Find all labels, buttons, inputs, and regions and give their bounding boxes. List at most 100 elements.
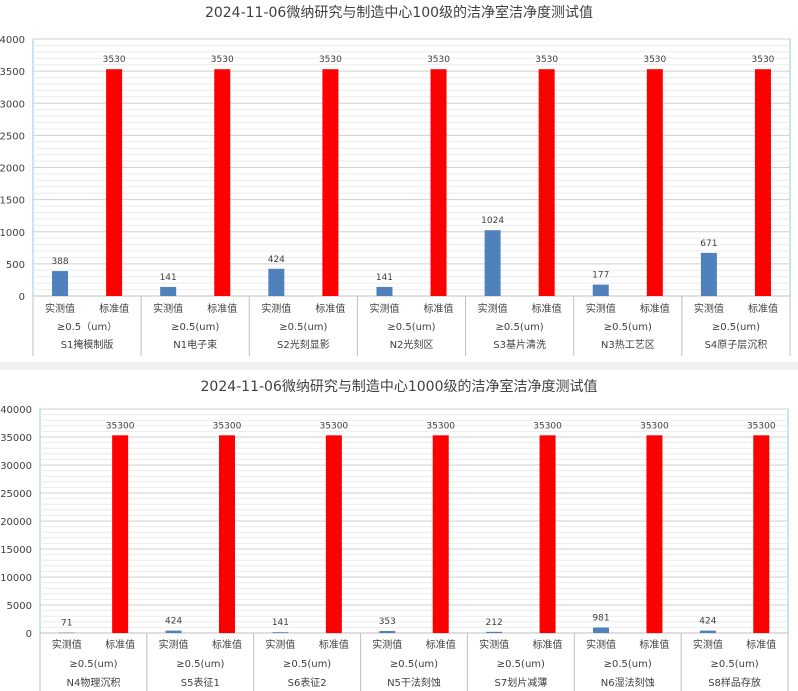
y-tick-label: 40000	[0, 405, 32, 416]
bar-measured	[272, 632, 289, 633]
series-tick-label: 实测值	[265, 638, 295, 651]
series-tick-label: 实测值	[369, 302, 399, 315]
y-tick-label: 15000	[0, 545, 32, 556]
room-name-label: N3热工艺区	[601, 338, 655, 351]
data-label: 71	[61, 619, 72, 629]
series-tick-label: 标准值	[533, 638, 563, 651]
series-tick-label: 标准值	[532, 302, 562, 315]
particle-size-label: ≥0.5(um)	[710, 659, 758, 670]
y-tick-label: 1000	[0, 228, 25, 239]
room-name-label: S7划片减薄	[494, 676, 547, 689]
data-label: 388	[51, 257, 68, 267]
series-tick-label: 标准值	[105, 638, 135, 651]
series-tick-label: 标准值	[315, 302, 345, 315]
particle-size-label: ≥0.5(um)	[390, 659, 438, 670]
data-label: 424	[699, 617, 716, 627]
bar-standard	[430, 69, 447, 296]
data-label: 177	[592, 271, 609, 281]
series-tick-label: 实测值	[372, 638, 402, 651]
series-tick-label: 标准值	[639, 638, 669, 651]
data-label: 35300	[533, 421, 562, 431]
particle-size-label: ≥0.5(um)	[283, 659, 331, 670]
room-name-label: S1掩模制版	[61, 338, 114, 351]
data-label: 35300	[320, 421, 349, 431]
series-tick-label: 标准值	[426, 638, 456, 651]
room-name-label: S2光刻显影	[277, 338, 330, 351]
bar-measured	[52, 271, 69, 296]
series-tick-label: 实测值	[52, 638, 82, 651]
data-label: 3530	[535, 55, 558, 65]
series-tick-label: 实测值	[153, 302, 183, 315]
data-label: 35300	[106, 421, 135, 431]
room-name-label: S5表征1	[181, 676, 220, 689]
y-tick-label: 4000	[0, 35, 25, 46]
chart-panel-100: 2024-11-06微纳研究与制造中心100级的洁净室洁净度测试值 0 500 10…	[0, 5, 791, 356]
bar-chart-1000: 0 5000 10000 15000 20000 25000 30000 35000 40000…	[0, 405, 789, 691]
bar-standard	[325, 435, 342, 633]
y-tick-label: 3500	[0, 67, 25, 78]
y-tick-label: 1500	[0, 196, 25, 207]
bar-standard	[112, 435, 129, 633]
bar-standard	[322, 69, 339, 296]
data-label: 3530	[319, 55, 342, 65]
bar-standard	[646, 69, 663, 296]
room-name-label: N6湿法刻蚀	[601, 676, 655, 689]
room-name-label: S8样品存放	[708, 676, 761, 689]
bar-measured	[165, 630, 182, 633]
series-tick-label: 实测值	[478, 302, 508, 315]
data-label: 3530	[643, 55, 666, 65]
data-label: 141	[376, 273, 393, 283]
particle-size-label: ≥0.5(um)	[279, 322, 327, 333]
y-tick-label: 5000	[7, 601, 32, 612]
data-label: 424	[165, 617, 182, 627]
particle-size-label: ≥0.5（um）	[57, 321, 117, 333]
series-tick-label: 实测值	[586, 302, 616, 315]
bar-standard	[753, 435, 770, 633]
y-tick-label: 2500	[0, 131, 25, 142]
series-tick-label: 标准值	[424, 302, 454, 315]
bar-measured	[376, 286, 393, 296]
bar-measured	[484, 230, 501, 296]
room-name-label: N4物理沉积	[67, 676, 121, 689]
room-name-label: S3基片清洗	[493, 338, 546, 351]
data-label: 141	[160, 273, 177, 283]
data-label: 981	[592, 614, 609, 624]
data-label: 1024	[481, 216, 504, 226]
bar-measured	[699, 630, 716, 633]
particle-size-label: ≥0.5(um)	[387, 322, 435, 333]
data-label: 212	[486, 618, 503, 628]
series-tick-label: 标准值	[99, 302, 129, 315]
bar-standard	[432, 435, 449, 633]
bar-standard	[646, 435, 663, 633]
chart-divider	[0, 362, 798, 370]
data-label: 35300	[747, 421, 776, 431]
y-tick-label: 500	[6, 260, 25, 271]
room-name-label: S4原子层沉积	[705, 338, 768, 351]
y-tick-label: 10000	[0, 573, 32, 584]
data-label: 35300	[213, 421, 242, 431]
data-label: 141	[272, 618, 289, 628]
data-label: 353	[379, 617, 396, 627]
particle-size-label: ≥0.5(um)	[171, 322, 219, 333]
particle-size-label: ≥0.5(um)	[712, 322, 760, 333]
series-tick-label: 标准值	[746, 638, 776, 651]
bar-measured	[160, 286, 177, 296]
y-tick-label: 0	[19, 292, 25, 303]
bar-measured	[592, 284, 609, 296]
particle-size-label: ≥0.5(um)	[496, 322, 544, 333]
bar-standard	[754, 69, 771, 296]
y-tick-label: 0	[26, 629, 32, 640]
bar-standard	[106, 69, 123, 296]
chart-title: 2024-11-06微纳研究与制造中心1000级的洁净室洁净度测试值	[200, 379, 598, 395]
series-tick-label: 标准值	[207, 302, 237, 315]
y-tick-label: 3000	[0, 99, 25, 110]
series-tick-label: 实测值	[261, 302, 291, 315]
room-name-label: N5干法刻蚀	[387, 676, 441, 689]
bar-measured	[379, 631, 396, 633]
y-tick-label: 2000	[0, 164, 25, 175]
bar-measured	[486, 631, 503, 633]
data-label: 3530	[103, 55, 126, 65]
chart-panel-1000: 2024-11-06微纳研究与制造中心1000级的洁净室洁净度测试值 0 5000…	[0, 370, 798, 691]
data-label: 671	[700, 239, 717, 249]
series-tick-label: 标准值	[212, 638, 242, 651]
